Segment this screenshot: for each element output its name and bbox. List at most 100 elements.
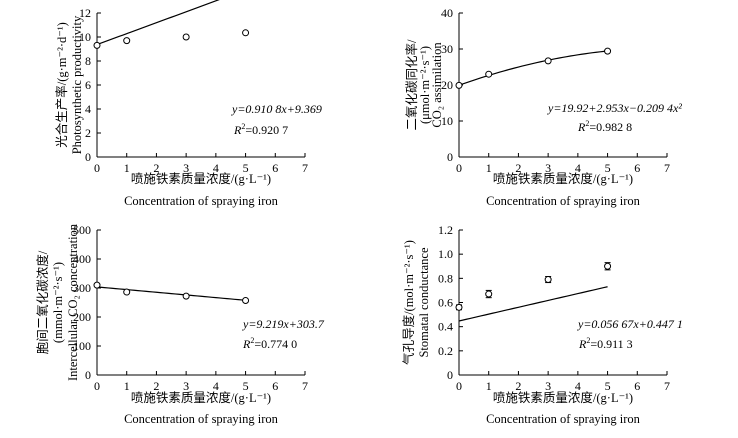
x-tick-label: 4 bbox=[213, 379, 219, 393]
fit-equation: y=0.910 8x+9.369 bbox=[231, 102, 322, 116]
data-point bbox=[455, 81, 463, 89]
y-axis-label-cn: 光合生产率/(g·m⁻²·d⁻¹) bbox=[54, 22, 69, 148]
y-axis-label-en: Intercellular CO₂ concentration bbox=[66, 223, 80, 381]
y-tick-label: 10 bbox=[79, 30, 91, 44]
y-tick-label: 6 bbox=[85, 78, 91, 92]
x-axis-label-en: Concentration of spraying iron bbox=[124, 194, 279, 208]
x-axis-label-en: Concentration of spraying iron bbox=[486, 412, 641, 426]
r-squared: R2=0.774 0 bbox=[242, 336, 297, 351]
x-tick-label: 7 bbox=[664, 379, 670, 393]
x-tick-label: 3 bbox=[183, 379, 189, 393]
y-axis-label-unit: (μmol·m⁻²·s⁻¹) bbox=[418, 46, 432, 124]
x-tick-label: 7 bbox=[302, 161, 308, 175]
x-tick-label: 4 bbox=[575, 161, 581, 175]
data-point bbox=[242, 296, 250, 304]
data-point bbox=[182, 292, 190, 300]
data-point bbox=[242, 29, 250, 37]
y-tick-label: 1.2 bbox=[438, 223, 453, 237]
y-tick-label: 20 bbox=[441, 78, 453, 92]
y-tick-label: 0 bbox=[85, 150, 91, 164]
chart-co2-assimilation: 0 1 2 3 4 5 6 7 0 10 20 30 40 y=19.92+2.953x−0.209 4x… bbox=[404, 6, 682, 208]
x-tick-label: 6 bbox=[272, 161, 278, 175]
data-point bbox=[485, 290, 493, 298]
y-axis-label-cn: 气孔导度/(mol·m⁻²·s⁻¹) bbox=[401, 240, 416, 365]
x-tick-label: 2 bbox=[515, 379, 521, 393]
y-tick-label: 0.8 bbox=[438, 271, 453, 285]
y-tick-label: 0.4 bbox=[438, 320, 453, 334]
x-axis-label-en: Concentration of spraying iron bbox=[486, 194, 641, 208]
x-axis-label-cn: 喷施铁素质量浓度/(g·L⁻¹) bbox=[131, 390, 271, 405]
data-point bbox=[123, 37, 131, 45]
x-tick-label: 5 bbox=[243, 379, 249, 393]
data-point bbox=[182, 33, 190, 41]
x-tick-label: 2 bbox=[515, 161, 521, 175]
y-tick-label: 400 bbox=[73, 252, 91, 266]
chart-intercellular-co2: 0 1 2 3 4 5 6 7 0 100 200 300 400 500 y=9.219x+303.7 R2… bbox=[35, 223, 325, 426]
y-tick-label: 0.2 bbox=[438, 344, 453, 358]
y-tick-label: 1.0 bbox=[438, 247, 453, 261]
x-tick-label: 3 bbox=[183, 161, 189, 175]
data-point bbox=[604, 47, 612, 55]
y-tick-label: 12 bbox=[79, 6, 91, 20]
data-point bbox=[93, 41, 101, 49]
fit-equation: y=9.219x+303.7 bbox=[242, 317, 325, 331]
x-axis-label-cn: 喷施铁素质量浓度/(g·L⁻¹) bbox=[131, 171, 271, 186]
x-tick-label: 1 bbox=[486, 379, 492, 393]
x-axis-label-en: Concentration of spraying iron bbox=[124, 412, 279, 426]
x-tick-label: 1 bbox=[124, 379, 130, 393]
x-tick-label: 7 bbox=[302, 379, 308, 393]
x-tick-label: 5 bbox=[605, 161, 611, 175]
y-tick-label: 0.6 bbox=[438, 296, 453, 310]
data-point bbox=[123, 288, 131, 296]
fit-line bbox=[458, 286, 608, 322]
x-tick-label: 4 bbox=[213, 161, 219, 175]
x-tick-label: 0 bbox=[456, 379, 462, 393]
fit-line bbox=[458, 50, 608, 86]
x-tick-label: 2 bbox=[153, 379, 159, 393]
x-tick-label: 5 bbox=[605, 379, 611, 393]
fit-line bbox=[96, 0, 220, 46]
r-squared: R2=0.982 8 bbox=[577, 119, 632, 134]
fit-equation: y=0.056 67x+0.447 1 bbox=[577, 317, 683, 331]
y-tick-label: 200 bbox=[73, 310, 91, 324]
y-tick-label: 10 bbox=[441, 114, 453, 128]
data-point bbox=[93, 281, 101, 289]
y-tick-label: 30 bbox=[441, 42, 453, 56]
y-axis-label-unit: (mmol·m⁻²·s⁻¹) bbox=[51, 262, 65, 343]
y-tick-label: 8 bbox=[85, 54, 91, 68]
x-axis-label-cn: 喷施铁素质量浓度/(g·L⁻¹) bbox=[493, 390, 633, 405]
x-axis-label-cn: 喷施铁素质量浓度/(g·L⁻¹) bbox=[493, 171, 633, 186]
y-tick-label: 300 bbox=[73, 281, 91, 295]
fit-equation: y=19.92+2.953x−0.209 4x² bbox=[547, 101, 682, 115]
data-point bbox=[604, 262, 612, 270]
y-tick-label: 0 bbox=[447, 150, 453, 164]
x-tick-label: 3 bbox=[545, 379, 551, 393]
r-squared: R2=0.911 3 bbox=[578, 336, 633, 351]
y-axis-label-en: Stomatal conductance bbox=[417, 247, 431, 357]
x-tick-label: 6 bbox=[272, 379, 278, 393]
y-tick-label: 0 bbox=[447, 368, 453, 382]
x-tick-label: 0 bbox=[94, 161, 100, 175]
fit-line bbox=[96, 286, 246, 301]
y-axis-label-en: Photosynthetic productivity bbox=[70, 15, 84, 154]
y-axis-label-en: CO₂ assimilation bbox=[430, 42, 444, 128]
data-point bbox=[544, 276, 552, 284]
y-tick-label: 500 bbox=[73, 223, 91, 237]
r-squared: R2=0.920 7 bbox=[233, 122, 288, 137]
x-tick-label: 1 bbox=[124, 161, 130, 175]
x-tick-label: 7 bbox=[664, 161, 670, 175]
x-tick-label: 4 bbox=[575, 379, 581, 393]
x-tick-label: 5 bbox=[243, 161, 249, 175]
x-tick-label: 0 bbox=[94, 379, 100, 393]
x-tick-label: 1 bbox=[486, 161, 492, 175]
y-tick-label: 40 bbox=[441, 6, 453, 20]
y-tick-label: 2 bbox=[85, 126, 91, 140]
y-axis-label-cn: 胞间二氧化碳浓度/ bbox=[35, 250, 50, 354]
x-tick-label: 2 bbox=[153, 161, 159, 175]
data-point bbox=[485, 70, 493, 78]
x-tick-label: 6 bbox=[634, 161, 640, 175]
y-axis-label-cn: 二氧化碳同化率/ bbox=[404, 39, 419, 131]
data-point bbox=[455, 303, 463, 311]
